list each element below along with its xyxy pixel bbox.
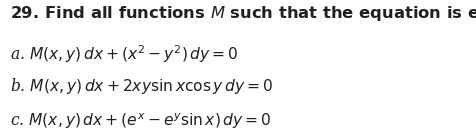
Text: 29. Find all functions $\mathit{M}$ such that the equation is exact.: 29. Find all functions $\mathit{M}$ such… bbox=[10, 4, 476, 23]
Text: b. $M(x, y)\,dx + 2xy\sin x\cos y\,dy = 0$: b. $M(x, y)\,dx + 2xy\sin x\cos y\,dy = … bbox=[10, 76, 272, 96]
Text: c. $M(x, y)\,dx + (e^x - e^y\sin x)\,dy = 0$: c. $M(x, y)\,dx + (e^x - e^y\sin x)\,dy … bbox=[10, 112, 270, 131]
Text: a. $M(x, y)\,dx + (x^2 - y^2)\,dy = 0$: a. $M(x, y)\,dx + (x^2 - y^2)\,dy = 0$ bbox=[10, 44, 238, 65]
